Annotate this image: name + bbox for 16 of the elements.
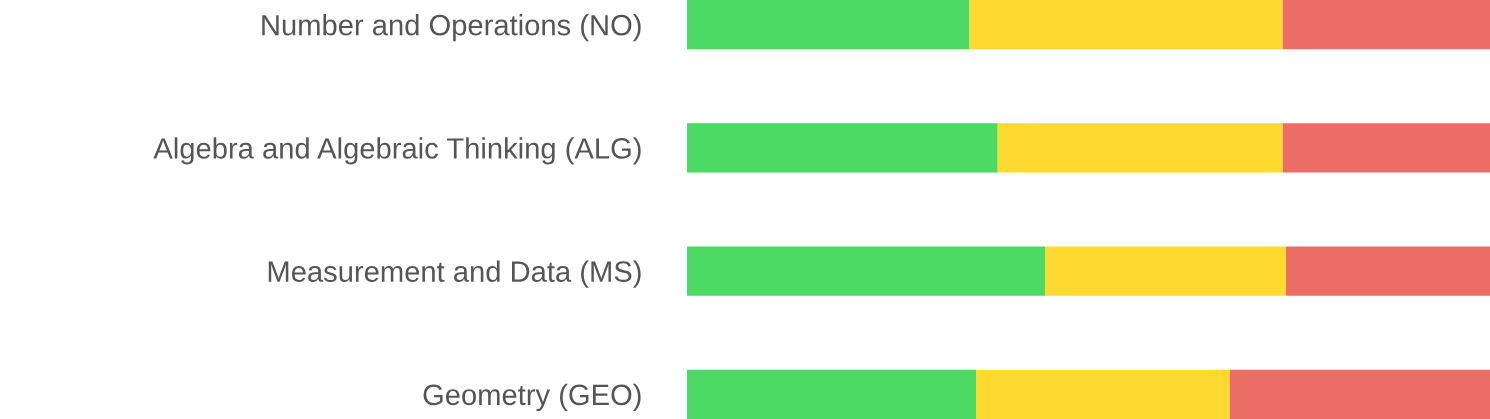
bar <box>1045 246 1287 296</box>
bar <box>969 0 1283 50</box>
bar <box>1286 246 1490 296</box>
y-tick-label: Algebra and Algebraic Thinking (ALG) <box>153 137 641 165</box>
bar <box>997 123 1283 173</box>
bar <box>686 369 977 419</box>
bar <box>976 369 1230 419</box>
bar <box>686 246 1046 296</box>
bar <box>686 123 998 173</box>
y-tick-label: Geometry (GEO) <box>423 383 641 411</box>
bar <box>1282 0 1490 50</box>
bar <box>1282 123 1490 173</box>
y-tick-label: Measurement and Data (MS) <box>268 260 641 288</box>
bar <box>686 0 970 50</box>
bar <box>1229 369 1490 419</box>
y-tick-label: Number and Operations (NO) <box>262 14 641 42</box>
